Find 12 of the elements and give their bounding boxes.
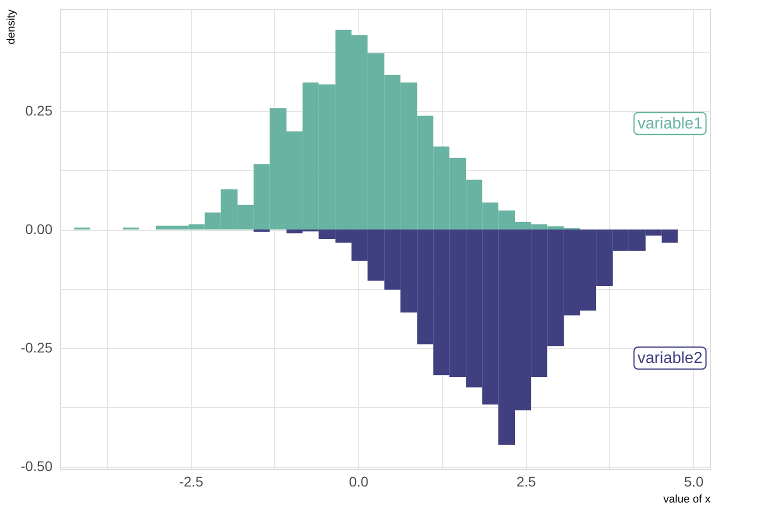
y-tick-label: 0.25 xyxy=(25,102,53,118)
text: variable2 xyxy=(638,350,703,368)
y-axis-title: density xyxy=(6,9,18,44)
x-tick-label: 2.5 xyxy=(516,474,536,490)
y-tick-label: -0.25 xyxy=(20,340,53,356)
x-axis-title: value of x xyxy=(663,494,711,506)
x-tick-label: 0.0 xyxy=(348,474,369,490)
y-tick-label: -0.50 xyxy=(20,458,53,474)
y-tick-label: 0.00 xyxy=(25,221,53,238)
x-tick-label: -2.5 xyxy=(179,474,204,490)
x-tick-label: 5.0 xyxy=(684,474,704,490)
text: variable1 xyxy=(638,116,703,132)
